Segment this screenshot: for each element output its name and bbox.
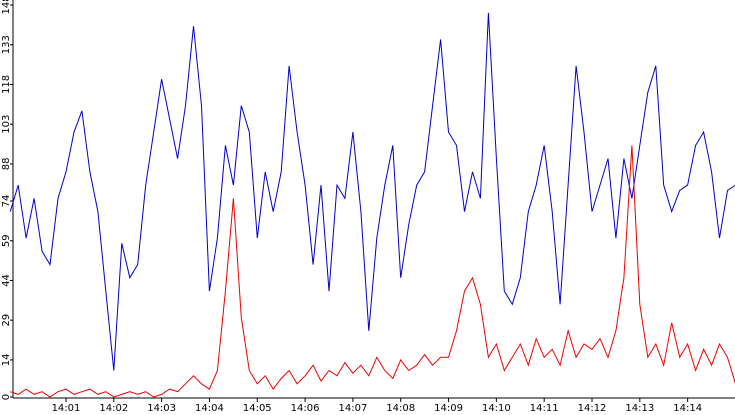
x-tick-label: 14:05 bbox=[243, 403, 272, 414]
x-tick-label: 14:10 bbox=[482, 403, 511, 414]
y-tick-label: 74 bbox=[1, 195, 12, 208]
x-tick-label: 14:13 bbox=[625, 403, 654, 414]
x-tick-label: 14:01 bbox=[52, 403, 81, 414]
x-tick-label: 14:03 bbox=[147, 403, 176, 414]
y-tick-label: 148 bbox=[1, 0, 12, 15]
y-tick-label: 133 bbox=[1, 35, 12, 54]
x-tick-label: 14:14 bbox=[673, 403, 702, 414]
y-tick-label: 29 bbox=[1, 314, 12, 327]
series-line bbox=[9, 12, 735, 371]
y-tick-label: 59 bbox=[1, 234, 12, 247]
x-tick-label: 14:11 bbox=[530, 403, 559, 414]
y-tick-label: 44 bbox=[1, 274, 12, 287]
x-tick-label: 14:09 bbox=[434, 403, 463, 414]
series-line bbox=[10, 145, 735, 398]
x-tick-label: 14:07 bbox=[338, 403, 367, 414]
y-tick-label: 14 bbox=[1, 354, 12, 367]
y-tick-label: 103 bbox=[1, 115, 12, 134]
y-tick-label: 0 bbox=[1, 394, 12, 400]
y-tick-label: 88 bbox=[1, 158, 12, 171]
x-tick-label: 14:12 bbox=[578, 403, 607, 414]
x-tick-label: 14:06 bbox=[291, 403, 320, 414]
x-tick-label: 14:02 bbox=[99, 403, 128, 414]
x-tick-label: 14:08 bbox=[386, 403, 415, 414]
x-tick-label: 14:04 bbox=[195, 403, 224, 414]
y-tick-label: 118 bbox=[1, 75, 12, 94]
